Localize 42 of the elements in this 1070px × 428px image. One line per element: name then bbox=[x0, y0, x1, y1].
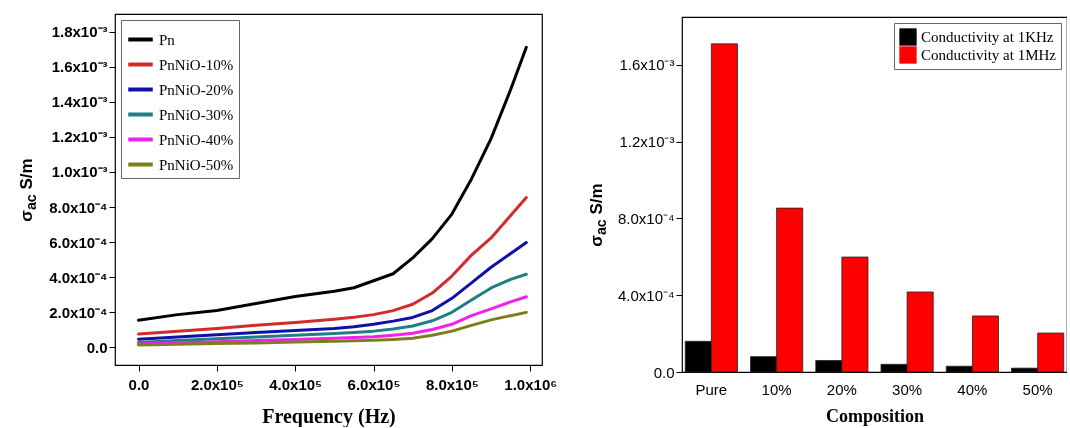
x-tick-label: 1.0x10⁶ bbox=[504, 375, 558, 393]
line-series bbox=[137, 196, 528, 336]
y-tick-label: 0.0 bbox=[653, 363, 675, 381]
legend-label: PnNiO-10% bbox=[159, 56, 234, 73]
y-tick-label: 0.0 bbox=[86, 338, 108, 356]
legend-label: PnNiO-30% bbox=[159, 106, 234, 123]
x-axis-title: Composition bbox=[825, 405, 925, 426]
y-tick-label: 1.8x10⁻³ bbox=[51, 23, 108, 41]
line-series bbox=[137, 241, 528, 341]
x-tick-label: 2.0x10⁵ bbox=[190, 375, 244, 393]
legend-label: PnNiO-40% bbox=[159, 131, 234, 148]
legend-label: PnNiO-20% bbox=[159, 81, 234, 98]
x-tick-label: Pure bbox=[695, 380, 728, 398]
line-series bbox=[137, 310, 528, 347]
y-tick-label: 8.0x10⁻⁴ bbox=[618, 209, 675, 227]
y-tick-label: 8.0x10⁻⁴ bbox=[49, 198, 108, 216]
y-tick-label: 1.6x10⁻³ bbox=[51, 58, 108, 76]
y-tick-label: 1.2x10⁻³ bbox=[619, 133, 675, 151]
x-axis-title: Frequency (Hz) bbox=[262, 404, 396, 428]
legend-label: Conductivity at 1MHz bbox=[921, 47, 1057, 63]
x-tick-label: 40% bbox=[957, 380, 988, 398]
y-tick-label: 1.0x10⁻³ bbox=[51, 163, 108, 181]
x-tick-label: 0.0 bbox=[128, 375, 150, 393]
legend-label: Pn bbox=[159, 31, 176, 48]
x-tick-label: 20% bbox=[826, 380, 857, 398]
y-tick-label: 1.2x10⁻³ bbox=[51, 128, 108, 146]
x-tick-label: 30% bbox=[892, 380, 923, 398]
y-tick-label: 1.6x10⁻³ bbox=[619, 56, 675, 74]
legend-label: Conductivity at 1KHz bbox=[921, 29, 1054, 45]
line-series bbox=[137, 45, 528, 322]
y-tick-label: 4.0x10⁻⁴ bbox=[618, 286, 675, 304]
x-tick-label: 6.0x10⁵ bbox=[347, 375, 401, 393]
line-series bbox=[137, 272, 528, 345]
y-tick-label: 6.0x10⁻⁴ bbox=[49, 233, 108, 251]
x-tick-label: 4.0x10⁵ bbox=[269, 375, 323, 393]
x-tick-label: 50% bbox=[1022, 380, 1053, 398]
x-tick-label: 10% bbox=[761, 380, 792, 398]
y-tick-label: 2.0x10⁻⁴ bbox=[49, 303, 108, 321]
legend-label: PnNiO-50% bbox=[159, 156, 234, 173]
y-tick-label: 1.4x10⁻³ bbox=[51, 93, 108, 111]
y-tick-label: 4.0x10⁻⁴ bbox=[49, 268, 108, 286]
x-tick-label: 8.0x10⁵ bbox=[425, 375, 479, 393]
